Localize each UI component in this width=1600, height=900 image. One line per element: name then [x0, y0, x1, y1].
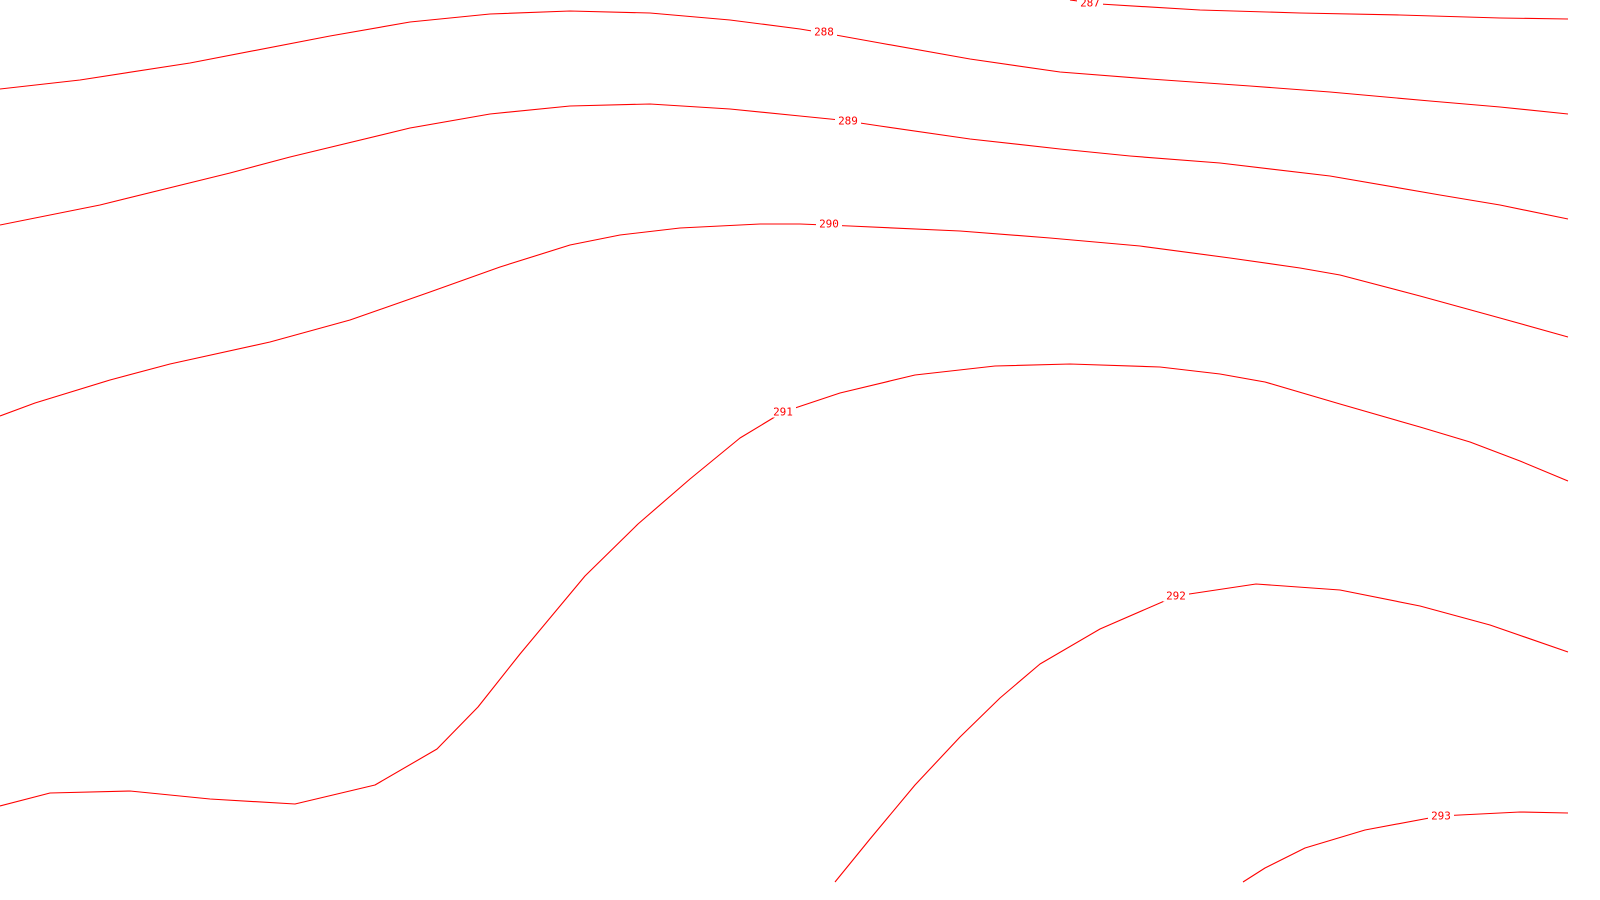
- contour-label-287: 287: [1080, 0, 1100, 10]
- contour-label-background: [770, 406, 796, 418]
- contour-label-background: [1163, 590, 1189, 602]
- contour-line-290: [0, 223, 1569, 417]
- contour-label-292: 292: [1166, 590, 1186, 603]
- contour-label-background: [1077, 0, 1103, 9]
- contour-label-289: 289: [838, 115, 858, 128]
- contour-label-290: 290: [819, 218, 839, 231]
- contour-line-288: [0, 10, 1569, 115]
- contour-labels: 287 288 289 290 291 292 293: [770, 0, 1454, 823]
- contour-label-background: [816, 218, 842, 230]
- contour-line-293: [1242, 811, 1569, 883]
- contour-line-287: [1069, 0, 1569, 20]
- contour-label-293: 293: [1431, 810, 1451, 823]
- contour-line-291: [0, 363, 1569, 807]
- contour-label-background: [811, 26, 837, 38]
- contour-label-291: 291: [773, 406, 793, 419]
- contour-line-292: [834, 583, 1569, 883]
- contour-lines: [0, 0, 1569, 883]
- contour-line-289: [0, 103, 1569, 226]
- contour-label-background: [1428, 810, 1454, 822]
- contour-label-288: 288: [814, 26, 834, 39]
- contour-label-background: [835, 115, 861, 127]
